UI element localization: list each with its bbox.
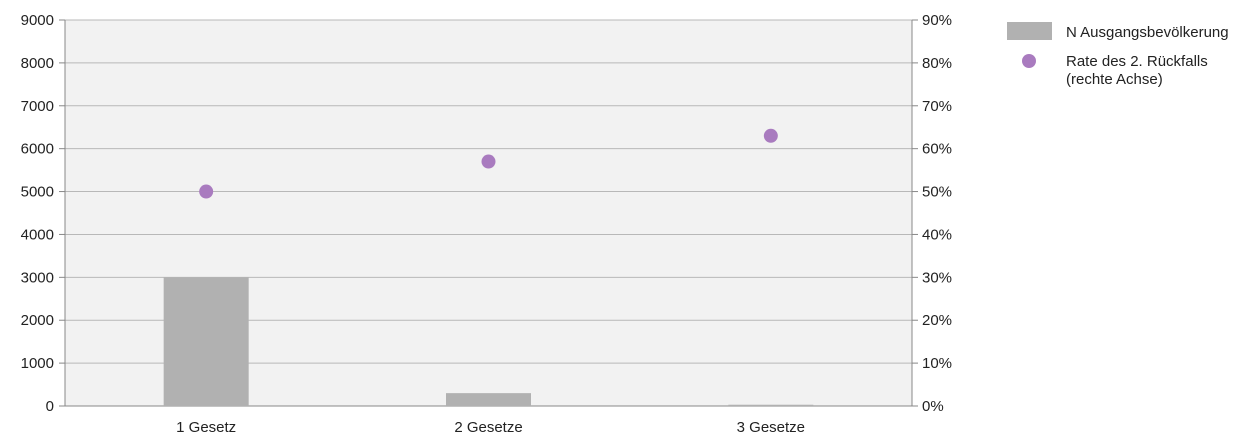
left-axis-tick-label: 2000 [21, 312, 54, 329]
data-point [481, 154, 496, 169]
left-axis-tick-label: 4000 [21, 226, 54, 243]
left-axis-tick-label: 3000 [21, 269, 54, 286]
right-axis-tick-label: 60% [922, 141, 952, 158]
legend-label-point: (rechte Achse) [1066, 71, 1163, 88]
bar [446, 393, 531, 406]
x-axis-tick-label: 2 Gesetze [454, 419, 522, 436]
left-axis-tick-label: 9000 [21, 12, 54, 29]
right-axis-tick-label: 0% [922, 398, 944, 415]
right-axis-tick-label: 20% [922, 312, 952, 329]
x-axis-tick-label: 1 Gesetz [176, 419, 236, 436]
legend: N Ausgangsbevölkerung Rate des 2. Rückfal… [1007, 22, 1229, 88]
right-axis-tick-label: 10% [922, 355, 952, 372]
data-point [763, 128, 778, 143]
right-axis-tick-label: 50% [922, 184, 952, 201]
right-axis-tick-label: 90% [922, 12, 952, 29]
left-axis-tick-label: 0 [46, 398, 54, 415]
bar [728, 404, 814, 406]
legend-label-point: Rate des 2. Rückfalls [1066, 53, 1208, 70]
left-axis-tick-label: 5000 [21, 184, 54, 201]
left-axis-tick-label: 7000 [21, 98, 54, 115]
right-axis-tick-label: 30% [922, 269, 952, 286]
right-axis-tick-label: 80% [922, 55, 952, 72]
legend-swatch-point [1022, 54, 1036, 68]
right-axis-tick-label: 40% [922, 226, 952, 243]
right-axis-tick-label: 70% [922, 98, 952, 115]
left-axis-tick-label: 8000 [21, 55, 54, 72]
x-axis-tick-label: 3 Gesetze [737, 419, 805, 436]
legend-label-bar: N Ausgangsbevölkerung [1066, 24, 1229, 41]
left-axis-tick-label: 1000 [21, 355, 54, 372]
bar [163, 277, 249, 406]
data-point [199, 184, 214, 199]
left-axis-tick-label: 6000 [21, 141, 54, 158]
legend-swatch-bar [1007, 22, 1052, 40]
